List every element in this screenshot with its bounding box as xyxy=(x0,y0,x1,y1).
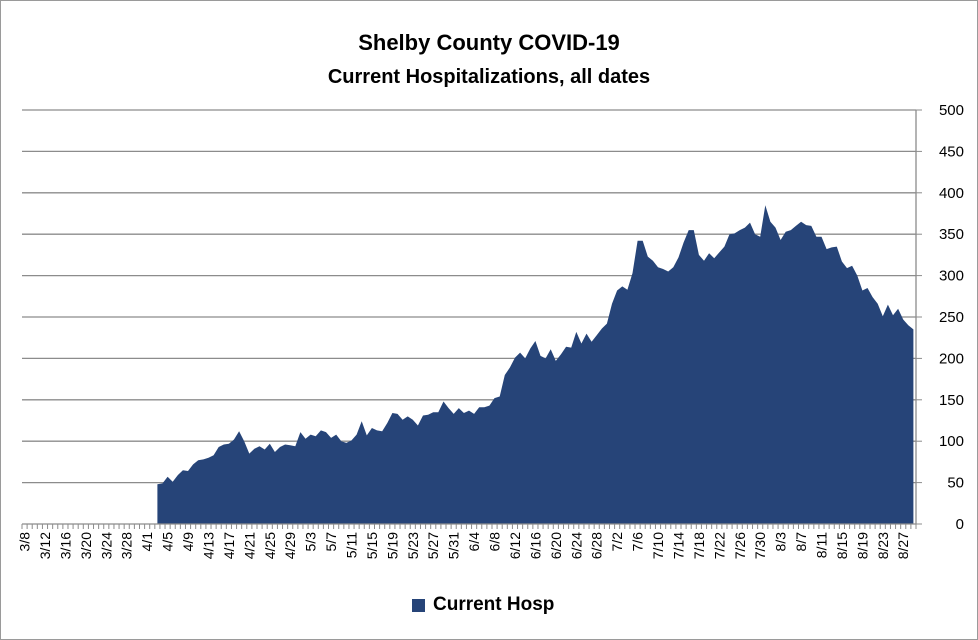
y-tick-label: 350 xyxy=(939,226,964,243)
x-tick-label: 7/30 xyxy=(752,532,768,559)
x-tick-label: 4/25 xyxy=(262,532,278,559)
x-tick-label: 6/8 xyxy=(487,532,503,552)
x-tick-label: 7/6 xyxy=(630,532,646,552)
chart-title: Shelby County COVID-19 xyxy=(358,30,620,55)
x-tick-label: 4/9 xyxy=(180,532,196,552)
x-tick-label: 5/15 xyxy=(364,532,380,559)
x-tick-label: 3/12 xyxy=(37,532,53,559)
x-tick-label: 5/11 xyxy=(344,532,360,558)
x-tick-label: 4/1 xyxy=(139,532,155,552)
x-tick-label: 5/3 xyxy=(303,532,319,552)
x-tick-label: 6/20 xyxy=(548,532,564,559)
x-tick-label: 4/21 xyxy=(241,532,257,559)
x-tick-label: 6/4 xyxy=(466,532,482,552)
series-area-layer xyxy=(157,205,914,524)
y-tick-label: 50 xyxy=(947,475,964,492)
x-tick-label: 8/19 xyxy=(854,532,870,559)
y-tick-label: 300 xyxy=(939,268,964,285)
x-tick-label: 8/11 xyxy=(814,532,830,558)
x-tick-label: 4/13 xyxy=(201,532,217,559)
y-tick-label: 0 xyxy=(956,516,964,533)
x-tick-label: 4/5 xyxy=(160,532,176,552)
y-tick-label: 100 xyxy=(939,433,964,450)
chart-subtitle: Current Hospitalizations, all dates xyxy=(327,66,651,88)
series-area-current-hosp xyxy=(157,205,914,524)
x-tick-label: 5/7 xyxy=(323,532,339,552)
x-tick-label: 5/27 xyxy=(425,532,441,559)
y-tick-label: 400 xyxy=(939,185,964,202)
y-tick-label: 150 xyxy=(939,392,964,409)
x-tick-label: 8/15 xyxy=(834,532,850,559)
y-tick-label: 200 xyxy=(939,350,964,367)
x-tick-label: 8/27 xyxy=(895,532,911,559)
x-tick-label: 6/24 xyxy=(568,532,584,559)
x-tick-label: 5/19 xyxy=(384,532,400,559)
legend-swatch xyxy=(412,598,425,612)
x-tick-label: 7/2 xyxy=(609,532,625,552)
x-tick-label: 7/22 xyxy=(711,532,727,559)
x-tick-label: 6/16 xyxy=(527,532,543,559)
legend-label: Current Hosp xyxy=(433,594,555,615)
x-tick-label: 8/7 xyxy=(793,532,809,552)
x-tick-label: 5/23 xyxy=(405,532,421,559)
x-tick-label: 5/31 xyxy=(446,532,462,559)
y-tick-labels: 0 50 100 150 200 250 300 350 400 450 500 xyxy=(939,102,964,533)
y-tick-label: 250 xyxy=(939,309,964,326)
x-tick-label: 8/23 xyxy=(875,532,891,559)
x-tick-label: 7/10 xyxy=(650,532,666,559)
x-tick-label: 7/26 xyxy=(732,532,748,559)
x-tick-label: 3/8 xyxy=(17,532,33,552)
legend: Current Hosp xyxy=(412,593,554,617)
x-tick-label: 3/16 xyxy=(57,532,73,559)
y-tick-label: 450 xyxy=(939,143,964,160)
x-tick-label: 8/3 xyxy=(773,532,789,552)
x-tick-label: 7/14 xyxy=(671,532,687,559)
x-tick-label: 3/28 xyxy=(119,532,135,559)
axes xyxy=(21,110,917,529)
x-tick-labels: 3/8 3/12 3/16 3/20 3/24 3/28 4/1 4/5 4/9 4/13 4/17… xyxy=(17,532,912,559)
y-tick-label: 500 xyxy=(939,102,964,119)
x-tick-label: 7/18 xyxy=(691,532,707,559)
x-tick-label: 3/24 xyxy=(98,532,114,559)
x-tick-label: 4/17 xyxy=(221,532,237,559)
x-tick-label: 6/28 xyxy=(589,532,605,559)
x-tick-label: 3/20 xyxy=(78,532,94,559)
x-tick-label: 4/29 xyxy=(282,532,298,559)
x-tick-label: 6/12 xyxy=(507,532,523,559)
